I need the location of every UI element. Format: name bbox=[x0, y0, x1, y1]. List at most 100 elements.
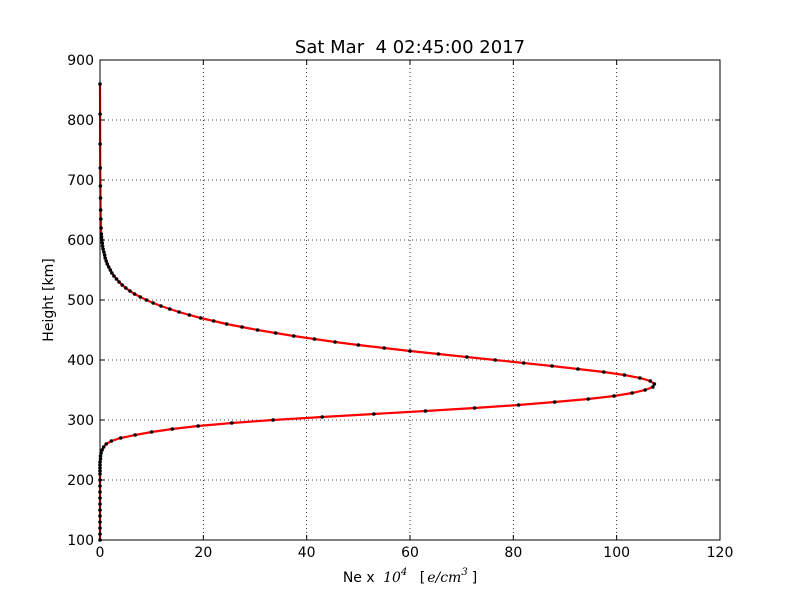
data-point bbox=[643, 388, 647, 392]
data-point bbox=[648, 379, 653, 383]
x-tick-label: 120 bbox=[707, 545, 734, 561]
y-tick-label: 800 bbox=[67, 113, 94, 129]
data-point bbox=[100, 448, 104, 452]
data-point bbox=[224, 322, 229, 326]
data-point bbox=[106, 265, 111, 269]
data-point bbox=[423, 409, 428, 413]
data-point bbox=[118, 436, 123, 440]
data-point bbox=[99, 235, 104, 239]
data-point bbox=[98, 208, 103, 212]
data-point bbox=[372, 412, 376, 416]
data-point bbox=[159, 304, 163, 308]
data-point bbox=[138, 295, 143, 299]
x-tick-label: 60 bbox=[401, 545, 419, 561]
data-point bbox=[117, 280, 121, 284]
data-point bbox=[516, 403, 521, 407]
x-tick-labels: 0 20 40 60 80 100 120 bbox=[96, 545, 734, 561]
chart-title: Sat Mar 4 02:45:00 2017 bbox=[295, 37, 525, 58]
data-point bbox=[112, 274, 116, 278]
x-tick-label: 40 bbox=[298, 545, 316, 561]
data-point bbox=[273, 331, 278, 335]
data-point bbox=[333, 340, 337, 344]
data-point bbox=[612, 394, 616, 398]
data-point bbox=[408, 349, 412, 353]
data-point bbox=[103, 256, 107, 260]
data-point bbox=[120, 283, 125, 287]
data-point bbox=[651, 385, 655, 389]
data-point bbox=[110, 271, 114, 275]
data-point bbox=[149, 430, 154, 434]
data-point bbox=[128, 289, 132, 293]
data-point bbox=[104, 259, 108, 263]
data-point bbox=[104, 442, 108, 446]
data-point bbox=[436, 352, 441, 356]
data-point bbox=[170, 427, 175, 431]
data-point bbox=[320, 415, 324, 419]
data-point bbox=[198, 316, 203, 320]
data-point bbox=[312, 337, 317, 341]
y-tick-label: 300 bbox=[67, 413, 94, 429]
data-point bbox=[291, 334, 296, 338]
data-point bbox=[196, 424, 200, 428]
data-point bbox=[124, 286, 128, 290]
data-point bbox=[100, 241, 105, 245]
data-point bbox=[382, 346, 386, 350]
y-tick-label: 400 bbox=[67, 353, 94, 369]
data-point bbox=[652, 382, 657, 386]
data-point bbox=[356, 343, 361, 347]
data-point bbox=[586, 397, 591, 401]
data-point bbox=[240, 325, 244, 329]
data-point bbox=[550, 364, 554, 368]
data-point bbox=[601, 370, 606, 374]
data-point bbox=[521, 361, 526, 365]
data-point bbox=[271, 418, 275, 422]
data-point bbox=[101, 247, 105, 251]
data-point bbox=[552, 400, 557, 404]
data-point bbox=[100, 244, 105, 248]
y-tick-label: 100 bbox=[67, 533, 94, 549]
data-point bbox=[133, 433, 137, 437]
grid bbox=[100, 60, 720, 540]
data-point bbox=[132, 292, 137, 296]
data-point bbox=[101, 445, 106, 449]
data-point bbox=[576, 367, 580, 371]
x-axis-label-unit-open: [ bbox=[420, 570, 425, 586]
data-point bbox=[102, 253, 107, 257]
data-point bbox=[109, 439, 114, 443]
y-tick-labels: 100 200 300 400 500 600 700 800 900 bbox=[67, 53, 94, 549]
y-tick-label: 200 bbox=[67, 473, 94, 489]
y-tick-label: 700 bbox=[67, 173, 94, 189]
data-point bbox=[102, 250, 106, 254]
data-point bbox=[229, 421, 234, 425]
x-tick-label: 80 bbox=[504, 545, 522, 561]
data-point bbox=[187, 313, 192, 317]
data-point bbox=[98, 454, 103, 458]
y-axis-label: Height [km] bbox=[41, 258, 57, 341]
data-point bbox=[151, 301, 156, 305]
x-axis-label-prefix: Ne x bbox=[343, 570, 375, 586]
x-axis-label-unit: e/cm bbox=[427, 570, 461, 586]
data-point bbox=[114, 277, 119, 281]
data-point bbox=[108, 268, 113, 272]
data-point bbox=[98, 196, 103, 200]
data-point bbox=[622, 373, 627, 377]
x-tick-label: 100 bbox=[603, 545, 630, 561]
x-axis-label-exponent: 4 bbox=[400, 567, 407, 578]
data-point bbox=[465, 355, 469, 359]
data-point bbox=[493, 358, 498, 362]
x-axis-label: Ne x 104 [e/cm3] bbox=[343, 563, 477, 586]
y-tick-label: 500 bbox=[67, 293, 94, 309]
x-tick-label: 0 bbox=[96, 545, 105, 561]
y-tick-label: 900 bbox=[67, 53, 94, 69]
data-point bbox=[167, 307, 172, 311]
x-axis-label-base: 10 bbox=[383, 570, 401, 586]
y-tick-label: 600 bbox=[67, 233, 94, 249]
axis-ticks bbox=[99, 59, 721, 541]
data-point bbox=[177, 310, 181, 314]
x-axis-label-unit-exponent: 3 bbox=[461, 567, 467, 578]
data-point bbox=[630, 391, 634, 395]
data-point bbox=[472, 406, 477, 410]
data-point bbox=[211, 319, 216, 323]
data-point bbox=[638, 376, 642, 380]
